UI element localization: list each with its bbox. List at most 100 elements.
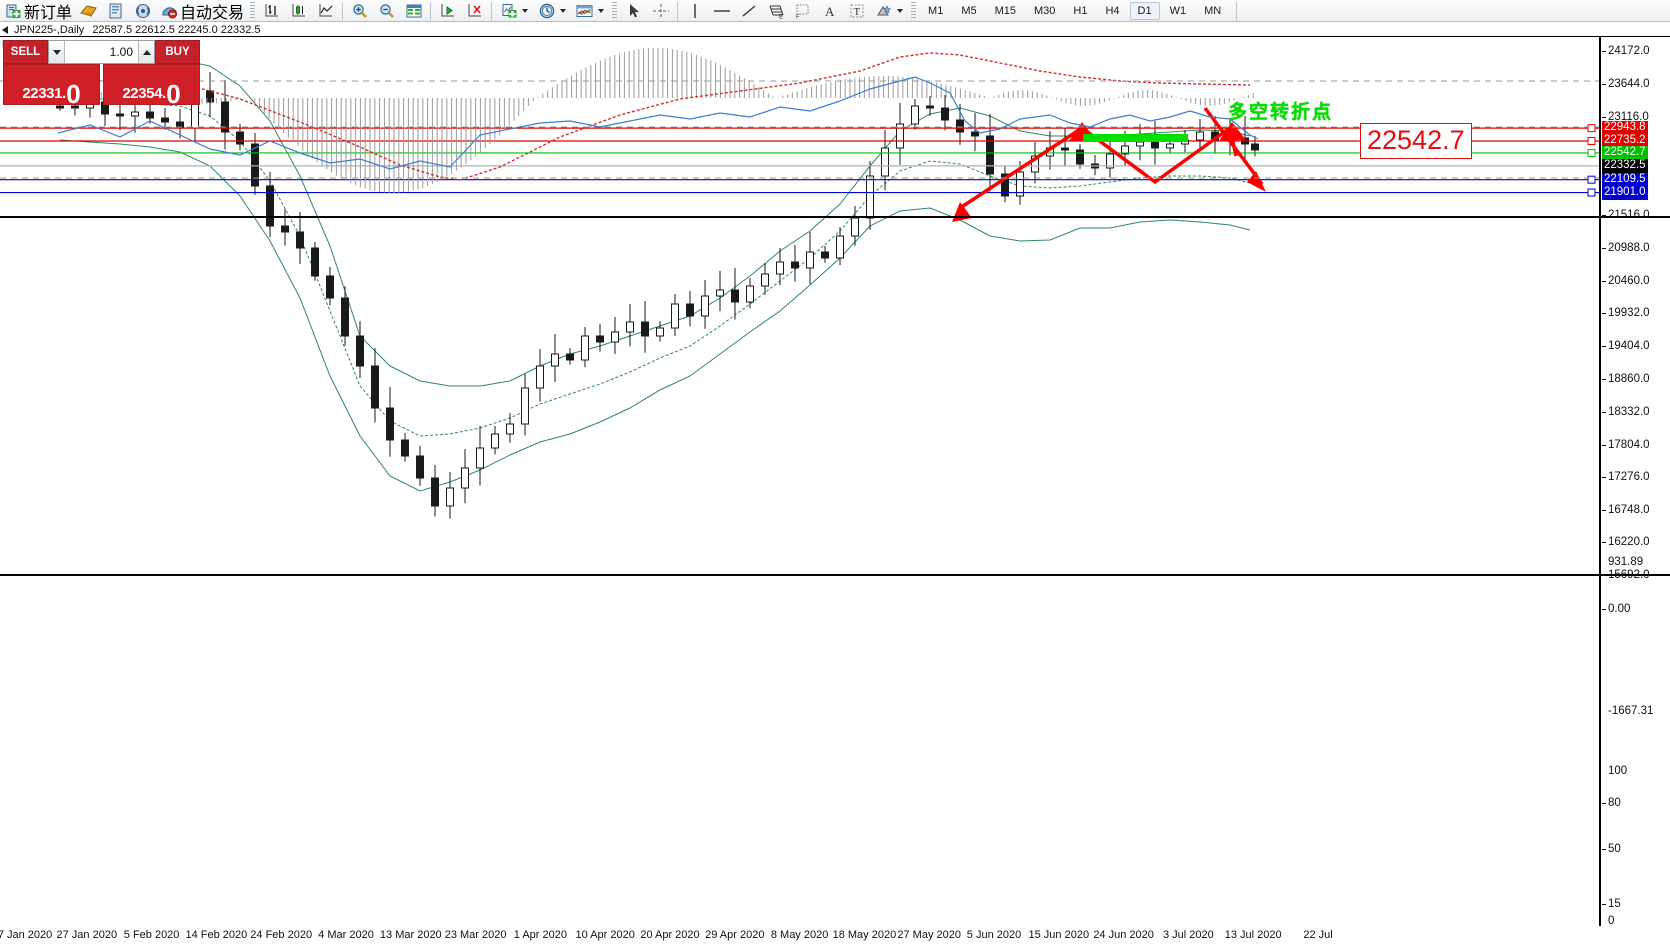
zoom-out-button[interactable] [373,1,400,21]
price-level-handle[interactable] [1587,124,1596,133]
candle-bearish [821,251,829,259]
price-level-label-last-price[interactable]: 22332.5 [1602,158,1648,173]
hline-icon [711,1,732,20]
timeframe-m15-button[interactable]: M15 [994,4,1016,17]
channel-button[interactable]: F [789,1,816,21]
macd-signal-line [57,52,1251,181]
timeframe-mn-button[interactable]: MN [1204,4,1222,17]
price-level-label-support-line[interactable]: 21901.0 [1602,185,1648,200]
indicators-chevron-down-icon[interactable] [519,1,530,20]
tick-dash [1602,477,1606,479]
toolbar-grip-2[interactable] [612,1,618,20]
price-level-label-resistance-line[interactable]: 22735.2 [1602,134,1648,149]
candle-bearish [926,105,934,109]
candle-bearish [1001,173,1009,197]
date-tick: 24 Jun 2020 [1093,929,1154,941]
toolbar-grip[interactable] [250,1,256,20]
price-level-handle[interactable] [1587,148,1596,157]
price-level-handle[interactable] [1587,188,1596,197]
trendline-button[interactable] [735,1,762,21]
candle-bearish [386,407,394,441]
date-tick: 10 Apr 2020 [575,929,635,941]
volume-increment-button[interactable] [138,41,154,63]
toolbar-grip-3[interactable] [911,1,917,20]
templates-chevron-down-icon[interactable] [595,1,606,20]
expert-advisor-button[interactable] [75,1,102,21]
templates-button[interactable] [571,1,609,21]
timeframe-m30-button[interactable]: M30 [1034,4,1056,17]
candle-bullish [1166,143,1174,149]
volume-value[interactable]: 1.00 [109,45,133,59]
crosshair-button[interactable] [647,1,674,21]
indicators-button[interactable] [495,1,533,21]
price-tick: 18332.0 [1602,406,1650,418]
auto-trading-button[interactable]: 自动交易 [156,1,247,22]
chart-area[interactable]: MACD(12,26,9) 96.78 154.88 RSI(14) 44.64… [0,36,1670,926]
date-tick: 27 Jan 2020 [56,929,118,941]
candle-bearish [161,117,169,123]
rsi-pane[interactable]: RSI(14) 44.6472 [0,36,1670,200]
price-level-label-support-line[interactable]: 22109.5 [1602,172,1648,187]
price-tick: 23644.0 [1602,78,1650,90]
vline-button[interactable] [681,1,708,21]
auto-scroll-button[interactable] [461,1,488,21]
chart-grid-button[interactable] [400,1,427,21]
timeframe-m5-button[interactable]: M5 [961,4,977,17]
zoom-in-button[interactable] [346,1,373,21]
chart-shift-button[interactable] [434,1,461,21]
data-window-button[interactable] [102,1,129,21]
tick-dash [1602,904,1606,905]
buy-price-integer: 22354 [122,85,163,102]
main-toolbar: 新订单 自动交易 [0,0,1670,22]
cursor-button[interactable] [620,1,647,21]
text-button[interactable]: A [816,1,843,21]
data-window-icon [105,1,126,20]
volume-stepper[interactable]: 1.00 [48,40,155,64]
date-tick: 18 May 2020 [832,929,897,941]
periods-chevron-down-icon[interactable] [557,1,568,20]
collapse-triangle-icon[interactable] [2,25,8,34]
timeframe-w1-button[interactable]: W1 [1169,4,1187,17]
price-level-handle[interactable] [1587,137,1596,146]
label-button[interactable]: T [843,1,870,21]
sell-price-separator: . [62,85,67,102]
date-tick: 24 Feb 2020 [250,929,313,941]
sell-price-integer: 22331 [22,85,63,102]
candlestick-chart-button[interactable] [285,1,312,21]
sell-price[interactable]: 22331 . 0 [3,64,100,107]
volume-decrement-button[interactable] [49,41,65,63]
expert-advisor-icon [78,1,99,20]
timeframe-m1-button[interactable]: M1 [928,4,944,17]
candle-bullish [521,387,529,425]
price-level-lines [0,124,1599,197]
candle-bullish [1031,155,1039,173]
candle-bullish [1016,171,1024,197]
sell-button[interactable]: SELL [3,40,48,64]
shapes-button[interactable] [870,1,908,21]
price-level-label-pivot-line[interactable]: 22542.7 [1602,145,1648,160]
buy-price[interactable]: 22354 . 0 [103,64,200,107]
target-price-annotation: 22542.7 [1360,123,1472,159]
candle-bullish [551,353,559,367]
new-order-button[interactable]: 新订单 [0,1,75,22]
price-axis-divider [1599,36,1601,926]
price-level-label-resistance-line[interactable]: 22943.8 [1602,121,1648,136]
bar-chart-button[interactable] [258,1,285,21]
signals-button[interactable] [129,1,156,21]
candle-bearish [791,261,799,269]
price-pane[interactable] [0,36,1670,576]
hline-button[interactable] [708,1,735,21]
price-level-handle[interactable] [1587,175,1596,184]
shapes-chevron-down-icon[interactable] [894,1,905,20]
one-click-trading-panel[interactable]: SELL 1.00 BUY 22331 . 0 22354 . 0 [3,40,200,107]
timeframe-h4-button[interactable]: H4 [1105,4,1120,17]
periods-button[interactable] [533,1,571,21]
timeframe-h1-button[interactable]: H1 [1073,4,1088,17]
buy-button[interactable]: BUY [155,40,200,64]
fibonacci-button[interactable]: E [762,1,789,21]
candle-bullish [896,123,904,149]
timeframe-d1-button[interactable]: D1 [1129,1,1160,20]
date-tick: 20 Apr 2020 [640,929,700,941]
candle-bearish [401,439,409,457]
line-chart-button[interactable] [312,1,339,21]
